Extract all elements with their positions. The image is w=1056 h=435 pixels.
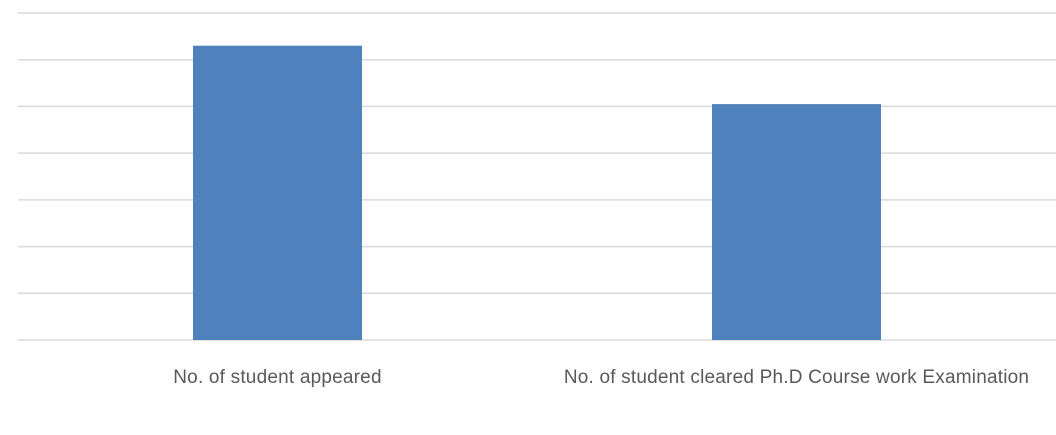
x-tick-label-cleared: No. of student cleared Ph.D Course work … <box>563 367 1030 388</box>
bars <box>193 45 881 340</box>
bar-1 <box>712 104 881 340</box>
gridlines <box>18 12 1056 341</box>
bar-0 <box>193 45 362 340</box>
x-tick-label-appeared: No. of student appeared <box>173 367 382 388</box>
